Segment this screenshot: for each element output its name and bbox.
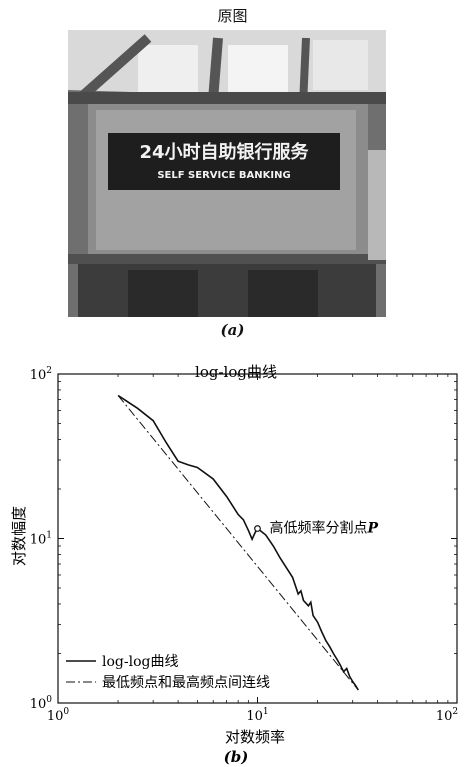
axis-ticks: 100 101 102 100 101 102 bbox=[30, 366, 458, 724]
annotation-layer: 高低频率分割点P bbox=[254, 520, 379, 537]
original-photo: 24小时自助银行服务 SELF SERVICE BANKING bbox=[68, 30, 386, 317]
figure-a-caption: (a) bbox=[220, 321, 245, 339]
series-line-0 bbox=[117, 394, 359, 691]
series-line-1 bbox=[117, 395, 359, 691]
loglog-chart: log-log曲线 100 101 102 100 101 102 高低频率分割点P lo… bbox=[10, 363, 458, 766]
sign-main-text: 24小时自助银行服务 bbox=[139, 141, 309, 163]
split-point-label: 高低频率分割点P bbox=[270, 520, 379, 537]
y-tick-label: 101 bbox=[30, 531, 52, 548]
chart-title: log-log曲线 bbox=[195, 363, 277, 381]
figure-a-title: 原图 bbox=[217, 7, 248, 25]
x-tick-label: 102 bbox=[436, 707, 458, 724]
x-tick-label: 101 bbox=[246, 707, 268, 724]
y-axis-label: 对数幅度 bbox=[10, 506, 28, 566]
figure-b-caption: (b) bbox=[224, 748, 249, 766]
legend-label-1: 最低频点和最高频点间连线 bbox=[102, 674, 270, 691]
sign-sub-text: SELF SERVICE BANKING bbox=[157, 170, 290, 181]
legend-label-0: log-log曲线 bbox=[102, 654, 178, 670]
y-tick-label: 102 bbox=[30, 366, 52, 383]
split-point-marker bbox=[254, 525, 261, 532]
series-layer bbox=[117, 394, 359, 691]
x-tick-label: 100 bbox=[47, 707, 70, 724]
x-axis-label: 对数频率 bbox=[225, 728, 285, 746]
y-tick-label: 100 bbox=[30, 695, 53, 712]
